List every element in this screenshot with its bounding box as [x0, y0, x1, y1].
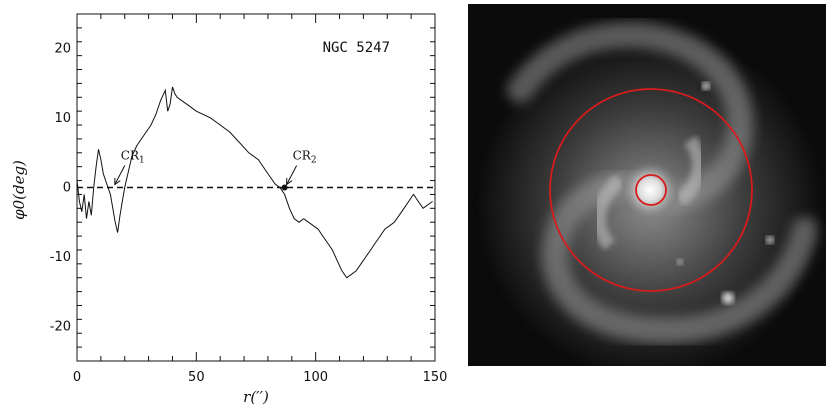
chart-panel: 0 50 100 150 -20 -10 0 10 20 CR1 CR2 NGC 5247 r(…	[10, 13, 448, 406]
y-axis-ticks: -20 -10 0 10 20	[50, 13, 435, 362]
x-tick-label: 0	[73, 370, 81, 385]
spiral-arm	[592, 174, 625, 250]
y-axis-title: φ0(deg)	[10, 160, 28, 220]
y-tick-label: -20	[50, 319, 71, 334]
series-line-phi0	[76, 86, 433, 279]
annotation-cr1: CR1	[115, 149, 145, 185]
cr-arrow	[287, 165, 298, 185]
cr2-circle	[549, 88, 753, 292]
y-tick-label: -10	[50, 250, 71, 265]
x-tick-label: 150	[423, 370, 448, 385]
annotation-cr2: CR2	[281, 149, 317, 191]
cr-label: CR1	[121, 149, 145, 166]
x-tick-label: 50	[188, 370, 205, 385]
x-tick-label: 100	[303, 370, 328, 385]
spiral-arm	[541, 171, 818, 344]
y-tick-label: 0	[63, 181, 71, 196]
y-tick-label: 10	[54, 111, 71, 126]
chart-annotation-title: NGC 5247	[323, 40, 390, 56]
cr-point	[281, 184, 288, 191]
x-axis-title: r(′′)	[243, 388, 269, 406]
spiral-arm	[507, 21, 754, 213]
galaxy-image	[468, 4, 826, 366]
y-tick-label: 20	[54, 42, 71, 57]
spiral-arm	[675, 135, 706, 206]
annotations: CR1 CR2	[115, 149, 317, 191]
cr-label: CR2	[293, 149, 317, 166]
x-axis-ticks: 0 50 100 150	[73, 14, 448, 385]
cr-arrow	[115, 165, 126, 185]
cr1-circle	[635, 174, 667, 206]
